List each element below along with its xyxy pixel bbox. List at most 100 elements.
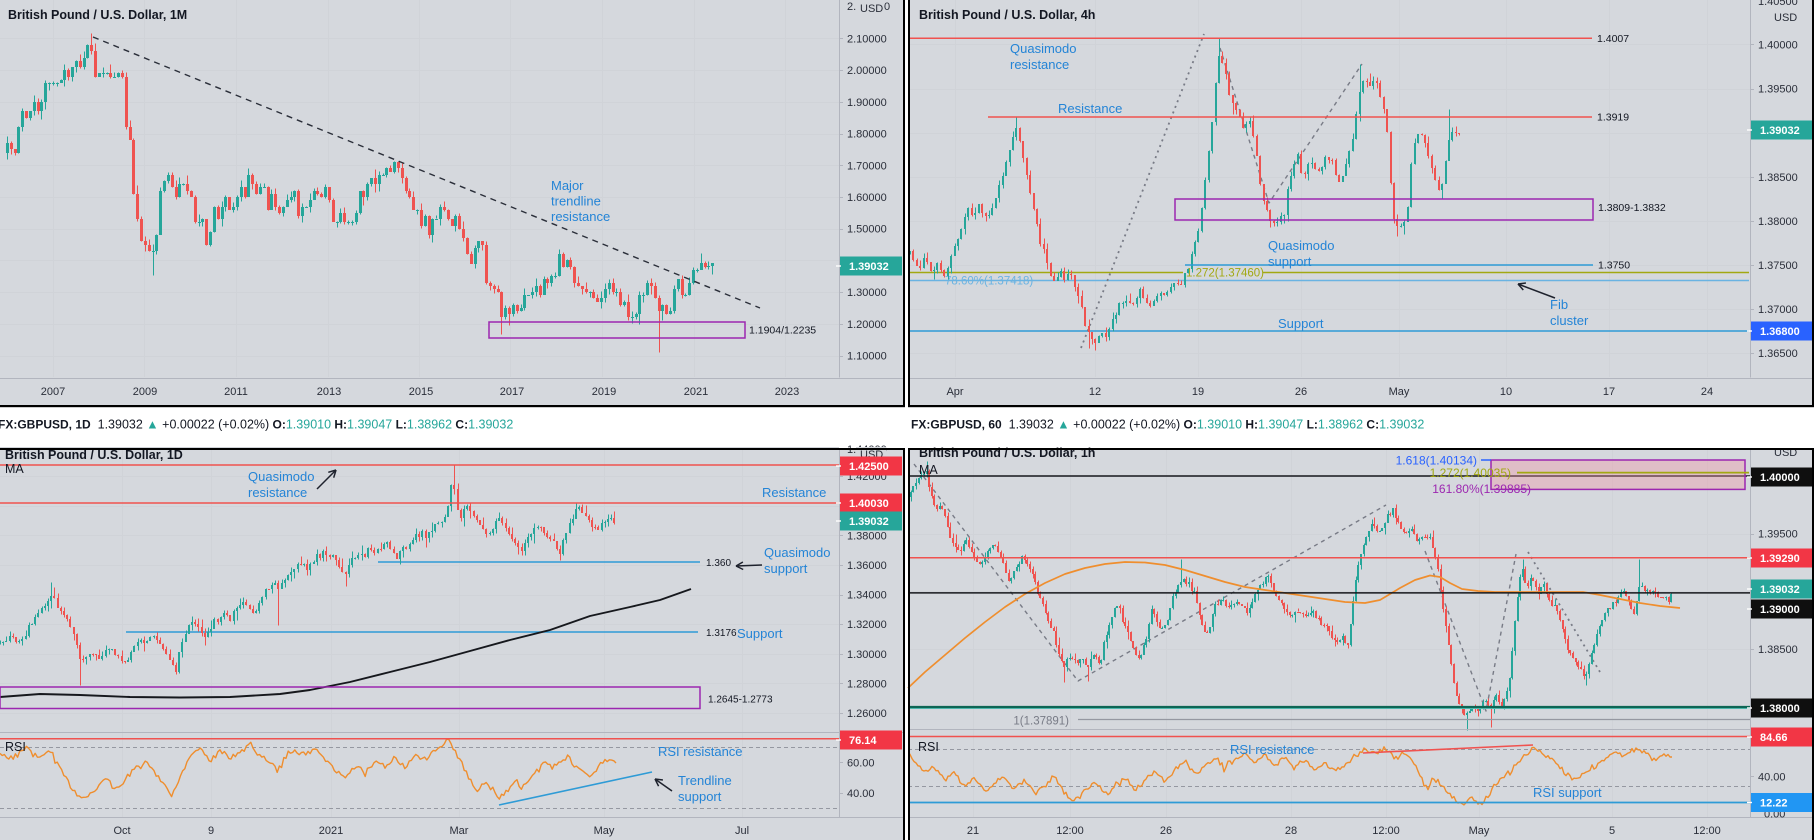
- svg-text:2017: 2017: [500, 386, 524, 398]
- svg-text:1.28000: 1.28000: [847, 678, 887, 690]
- svg-text:12.22: 12.22: [1760, 798, 1788, 810]
- svg-text:2015: 2015: [409, 386, 433, 398]
- svg-text:2021: 2021: [319, 825, 343, 837]
- svg-text:Mar: Mar: [450, 825, 469, 837]
- svg-text:1.360: 1.360: [706, 558, 731, 569]
- svg-text:1.50000: 1.50000: [847, 224, 887, 236]
- svg-text:1.38500: 1.38500: [1758, 644, 1798, 656]
- svg-text:1.20000: 1.20000: [847, 319, 887, 331]
- svg-text:1.40000: 1.40000: [1760, 472, 1800, 484]
- svg-text:19: 19: [1192, 386, 1204, 398]
- svg-text:12:00: 12:00: [1693, 825, 1721, 837]
- svg-text:1.36500: 1.36500: [1758, 348, 1798, 360]
- svg-text:USD: USD: [860, 3, 883, 15]
- svg-text:RSI resistance: RSI resistance: [1230, 742, 1315, 757]
- svg-text:26: 26: [1160, 825, 1172, 837]
- svg-text:40.00: 40.00: [847, 788, 875, 800]
- svg-text:Resistance: Resistance: [762, 485, 826, 500]
- svg-text:1.39032: 1.39032: [1760, 584, 1800, 596]
- svg-text:1.42500: 1.42500: [849, 461, 889, 473]
- svg-text:2019: 2019: [592, 386, 616, 398]
- svg-text:1.60000: 1.60000: [847, 192, 887, 204]
- svg-text:2013: 2013: [317, 386, 341, 398]
- svg-text:1.39290: 1.39290: [1760, 553, 1800, 565]
- svg-text:2007: 2007: [41, 386, 65, 398]
- svg-text:84.66: 84.66: [1760, 732, 1788, 744]
- svg-text:British Pound / U.S. Dollar, 1: British Pound / U.S. Dollar, 1D: [5, 448, 183, 462]
- svg-text:1.39500: 1.39500: [1758, 529, 1798, 541]
- svg-text:May: May: [1469, 825, 1490, 837]
- svg-text:21: 21: [967, 825, 979, 837]
- svg-text:1.39500: 1.39500: [1758, 84, 1798, 96]
- svg-text:40.00: 40.00: [1758, 772, 1786, 784]
- svg-text:9: 9: [208, 825, 214, 837]
- svg-text:Trendline: Trendline: [678, 773, 732, 788]
- svg-text:1.37000: 1.37000: [1758, 304, 1798, 316]
- svg-text:support: support: [1268, 254, 1312, 269]
- svg-text:trendline: trendline: [551, 194, 601, 209]
- svg-text:May: May: [1389, 386, 1410, 398]
- svg-text:resistance: resistance: [551, 209, 610, 224]
- svg-text:28: 28: [1285, 825, 1297, 837]
- svg-text:Jul: Jul: [735, 825, 749, 837]
- svg-text:1.10000: 1.10000: [847, 351, 887, 363]
- svg-text:5: 5: [1609, 825, 1615, 837]
- svg-text:1.39032: 1.39032: [849, 516, 889, 528]
- svg-text:1.34000: 1.34000: [847, 590, 887, 602]
- svg-text:RSI: RSI: [918, 740, 939, 754]
- svg-text:1.39032: 1.39032: [849, 261, 889, 273]
- svg-text:2023: 2023: [775, 386, 799, 398]
- svg-text:1.40000: 1.40000: [1758, 40, 1798, 52]
- svg-text:1.70000: 1.70000: [847, 160, 887, 172]
- svg-text:1.90000: 1.90000: [847, 97, 887, 109]
- svg-text:24: 24: [1701, 386, 1713, 398]
- svg-text:1.272(1.37460): 1.272(1.37460): [1186, 268, 1264, 280]
- svg-text:FX:GBPUSD, 60 1.39032 ▲ +0.00: FX:GBPUSD, 60 1.39032 ▲ +0.00022 (+0.02%…: [911, 418, 1424, 432]
- svg-text:1.272(1.40035): 1.272(1.40035): [1430, 466, 1511, 480]
- svg-text:1.40030: 1.40030: [849, 498, 889, 510]
- svg-text:Major: Major: [551, 178, 584, 193]
- svg-text:1.36000: 1.36000: [847, 560, 887, 572]
- svg-text:1.32000: 1.32000: [847, 619, 887, 631]
- svg-text:RSI: RSI: [5, 740, 26, 754]
- svg-text:2.10000: 2.10000: [847, 34, 887, 46]
- svg-text:76.14: 76.14: [849, 735, 877, 747]
- svg-text:1.37500: 1.37500: [1758, 260, 1798, 272]
- svg-text:1.3919: 1.3919: [1597, 112, 1629, 124]
- svg-text:26: 26: [1295, 386, 1307, 398]
- svg-text:10: 10: [1500, 386, 1512, 398]
- svg-text:resistance: resistance: [248, 485, 307, 500]
- svg-text:2009: 2009: [133, 386, 157, 398]
- svg-text:12:00: 12:00: [1372, 825, 1400, 837]
- svg-text:MA: MA: [5, 462, 24, 476]
- svg-text:12:00: 12:00: [1056, 825, 1084, 837]
- svg-text:1.38000: 1.38000: [1758, 216, 1798, 228]
- svg-text:1.38000: 1.38000: [1760, 703, 1800, 715]
- svg-text:1.1904/1.2235: 1.1904/1.2235: [749, 325, 816, 337]
- svg-text:0: 0: [884, 1, 890, 13]
- svg-text:Quasimodo: Quasimodo: [248, 469, 314, 484]
- svg-text:Fib: Fib: [1550, 297, 1568, 312]
- svg-text:Quasimodo: Quasimodo: [1268, 238, 1334, 253]
- svg-text:British Pound / U.S. Dollar, 1: British Pound / U.S. Dollar, 1M: [8, 8, 187, 22]
- svg-text:support: support: [678, 789, 722, 804]
- svg-text:1(1.37891): 1(1.37891): [1013, 716, 1069, 728]
- svg-text:1.618(1.40134): 1.618(1.40134): [1396, 454, 1477, 468]
- svg-text:2021: 2021: [684, 386, 708, 398]
- svg-text:161.80%(1.39885): 161.80%(1.39885): [1432, 482, 1531, 496]
- svg-text:1.3750: 1.3750: [1598, 260, 1630, 272]
- svg-text:1.39000: 1.39000: [1760, 604, 1800, 616]
- svg-text:1.2645-1.2773: 1.2645-1.2773: [708, 695, 773, 706]
- svg-text:support: support: [764, 561, 808, 576]
- svg-text:RSI resistance: RSI resistance: [658, 744, 743, 759]
- svg-text:MA: MA: [919, 463, 938, 477]
- svg-text:1.3809-1.3832: 1.3809-1.3832: [1598, 202, 1666, 214]
- svg-text:1.3176: 1.3176: [706, 628, 737, 639]
- svg-text:1.40500: 1.40500: [1758, 0, 1798, 8]
- svg-text:Oct: Oct: [113, 825, 130, 837]
- svg-text:1.30000: 1.30000: [847, 287, 887, 299]
- svg-text:resistance: resistance: [1010, 57, 1069, 72]
- svg-text:12: 12: [1089, 386, 1101, 398]
- svg-text:Quasimodo: Quasimodo: [764, 545, 830, 560]
- svg-text:Apr: Apr: [946, 386, 963, 398]
